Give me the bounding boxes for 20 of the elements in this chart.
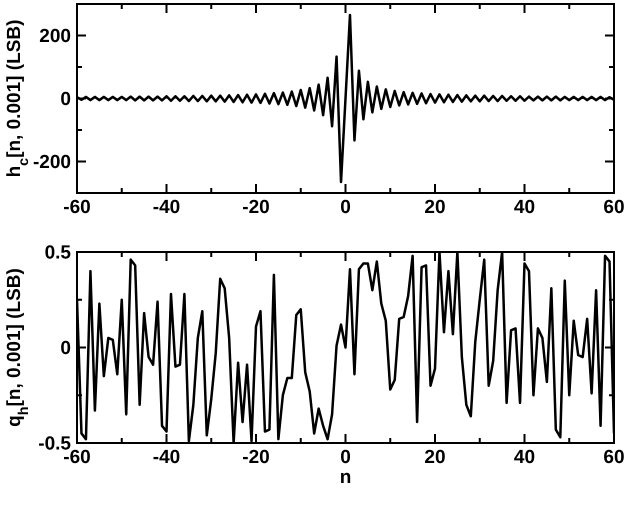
x-tick-label: -40 (152, 197, 180, 218)
x-tick-label: 0 (340, 197, 351, 218)
x-tick-label: 60 (603, 197, 625, 218)
y-tick-label: 0 (60, 338, 71, 360)
y-tick-label: 0 (60, 89, 71, 110)
x-axis-title: n (340, 467, 352, 488)
y-tick-label: 0.5 (44, 242, 72, 264)
x-tick-label: 60 (603, 447, 625, 468)
x-tick-label: 20 (424, 447, 446, 468)
x-tick-label: 0 (340, 447, 351, 468)
y-tick-label: -200 (32, 152, 71, 174)
x-tick-label: -20 (242, 447, 270, 468)
x-tick-label: 40 (514, 197, 536, 218)
y-tick-label: 200 (39, 26, 71, 48)
x-tick-label: -20 (242, 197, 270, 218)
x-tick-label: -40 (152, 447, 180, 468)
x-tick-label: 20 (424, 197, 446, 218)
x-tick-label: -60 (63, 197, 91, 218)
x-tick-label: 40 (514, 447, 536, 468)
y-tick-label: -0.5 (38, 434, 72, 455)
